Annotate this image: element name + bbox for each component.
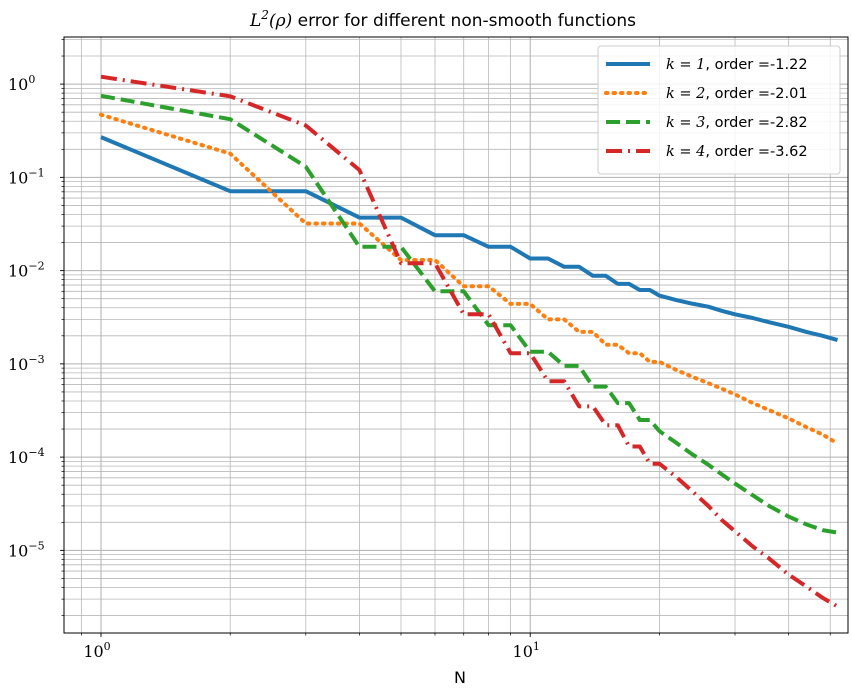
series-line-k1 (100, 135, 839, 343)
series-line-k4 (100, 74, 839, 609)
y-tick-label: 10−5 (8, 539, 45, 560)
legend-label-k3: k = 3, order =-2.82 (666, 115, 808, 131)
chart-title: L2(ρ) error for different non-smooth fun… (249, 8, 636, 31)
y-tick-label: 10−2 (8, 260, 45, 281)
y-tick-label: 10−4 (8, 446, 45, 467)
series-line-k2 (99, 112, 840, 446)
ticks-layer: 100 101 100 10−1 10−2 10−3 10−4 10−5 (8, 39, 831, 661)
series-line-k3 (100, 93, 838, 535)
x-axis-label: N (454, 668, 466, 687)
title-argument: (ρ) (269, 11, 292, 31)
y-tick-label: 10−3 (8, 353, 45, 374)
plot-frame (63, 36, 849, 634)
legend-box (597, 45, 841, 175)
y-tick-label: 100 (8, 73, 35, 94)
series-layer (99, 74, 840, 609)
title-letter: L (249, 11, 261, 31)
x-tick-label: 100 (83, 640, 110, 661)
y-tick-label: 10−1 (8, 166, 45, 187)
legend: k = 1, order =-1.22 k = 2, order =-2.01 k … (597, 45, 841, 175)
title-superscript: 2 (260, 8, 269, 22)
title-text: error for different non-smooth functions (292, 11, 636, 31)
legend-label-k2: k = 2, order =-2.01 (666, 86, 808, 102)
legend-label-k4: k = 4, order =-3.62 (666, 144, 808, 160)
x-tick-label: 101 (513, 640, 540, 661)
legend-label-k1: k = 1, order =-1.22 (666, 57, 808, 73)
